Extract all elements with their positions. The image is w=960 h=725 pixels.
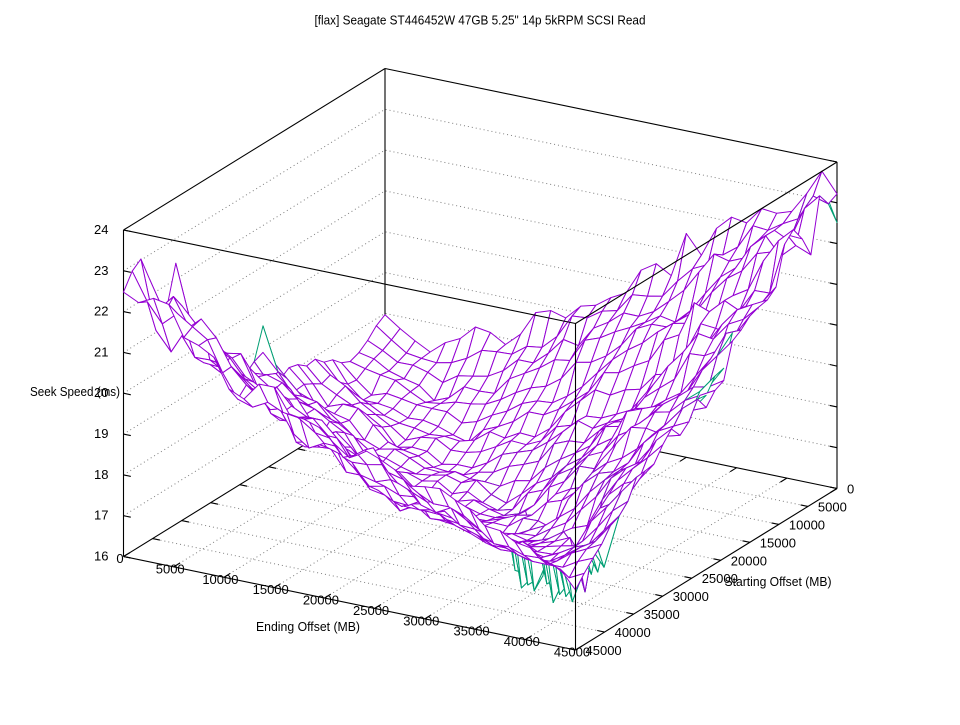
svg-text:45000: 45000 (586, 643, 622, 658)
svg-text:17: 17 (94, 508, 108, 523)
svg-text:Starting Offset (MB): Starting Offset (MB) (725, 574, 832, 589)
svg-text:Seek Speed (ms): Seek Speed (ms) (30, 384, 120, 399)
svg-text:10000: 10000 (789, 517, 825, 532)
svg-text:10000: 10000 (202, 572, 238, 587)
svg-text:0: 0 (116, 551, 123, 566)
svg-text:25000: 25000 (702, 571, 738, 586)
svg-text:5000: 5000 (818, 499, 847, 514)
svg-text:21: 21 (94, 344, 108, 359)
svg-text:35000: 35000 (644, 607, 680, 622)
svg-text:18: 18 (94, 467, 108, 482)
svg-text:15000: 15000 (253, 582, 289, 597)
svg-text:20: 20 (94, 385, 108, 400)
svg-text:23: 23 (94, 263, 108, 278)
svg-text:[flax] Seagate ST446452W 47GB: [flax] Seagate ST446452W 47GB 5.25" 14p … (315, 13, 646, 28)
svg-text:22: 22 (94, 304, 108, 319)
svg-text:40000: 40000 (504, 634, 540, 649)
svg-text:20000: 20000 (303, 593, 339, 608)
svg-text:30000: 30000 (403, 613, 439, 628)
svg-text:16: 16 (94, 549, 108, 564)
svg-text:40000: 40000 (615, 625, 651, 640)
svg-text:19: 19 (94, 426, 108, 441)
svg-text:30000: 30000 (673, 589, 709, 604)
svg-text:Ending Offset (MB): Ending Offset (MB) (256, 619, 360, 634)
svg-text:5000: 5000 (156, 561, 185, 576)
svg-text:35000: 35000 (454, 624, 490, 639)
svg-text:0: 0 (847, 482, 854, 497)
svg-text:15000: 15000 (760, 535, 796, 550)
svg-text:20000: 20000 (731, 553, 767, 568)
svg-text:45000: 45000 (554, 645, 590, 660)
svg-text:25000: 25000 (353, 603, 389, 618)
svg-text:24: 24 (94, 222, 108, 237)
